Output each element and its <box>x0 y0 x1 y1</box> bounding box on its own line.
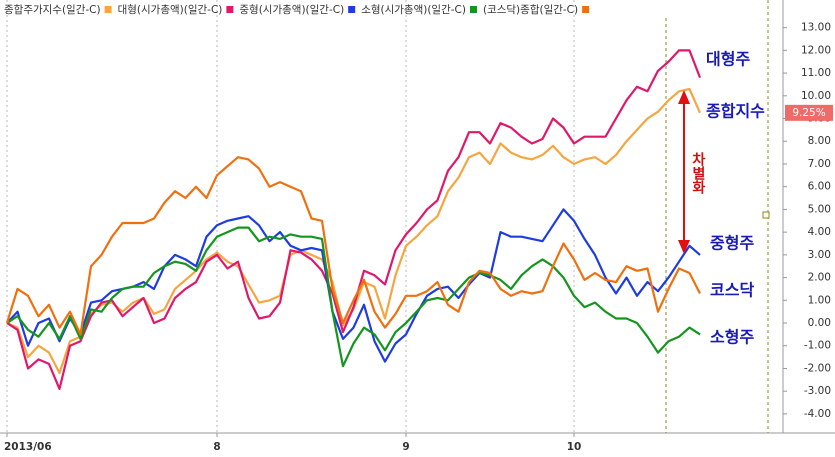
legend-label: 대형(시가총액)(일간-C) <box>118 3 223 16</box>
y-tick-label: -3.00 <box>804 385 831 397</box>
y-tick-label: 7.00 <box>808 158 831 170</box>
y-tick-label: 12.00 <box>801 44 831 56</box>
legend-swatch <box>582 6 590 13</box>
current-value-label: 9.25% <box>792 107 825 119</box>
y-tick-label: 10.00 <box>801 90 831 102</box>
y-tick-label: 2.00 <box>808 272 831 284</box>
lines <box>5 49 702 390</box>
x-tick-label: 10 <box>567 441 582 453</box>
y-tick-label: 11.00 <box>801 67 831 79</box>
legend-label: 중형(시가총액)(일간-C) <box>239 3 344 16</box>
legend-label: 소형(시가총액)(일간-C) <box>361 3 466 16</box>
y-tick-label: 4.00 <box>808 226 831 238</box>
legend-label: 종합주가지수(일간-C) <box>4 3 101 16</box>
x-tick-label: 2013/06 <box>4 441 52 453</box>
y-tick-label: -4.00 <box>804 408 831 420</box>
annotation: 중형주 <box>710 234 754 253</box>
current-value-badge <box>785 104 833 121</box>
annotation: 소형주 <box>710 328 754 347</box>
series-line <box>5 156 701 336</box>
legend-swatch <box>348 6 356 13</box>
annotation: 대형주 <box>706 50 750 69</box>
y-tick-label: 13.00 <box>801 22 831 34</box>
y-tick-label: 0.00 <box>808 317 831 329</box>
annotation: 코스닥 <box>710 281 754 300</box>
y-tick-label: 6.00 <box>808 181 831 193</box>
x-tick-label: 8 <box>213 441 220 453</box>
legend-swatch <box>469 6 477 13</box>
annotation: 종합지수 <box>706 102 765 121</box>
y-tick-label: -1.00 <box>804 340 831 352</box>
y-tick-label: 3.00 <box>808 249 831 261</box>
legend-label: (코스닥)종합(일간-C) <box>483 3 578 16</box>
y-tick-label: 5.00 <box>808 203 831 215</box>
legend-swatch <box>226 6 234 13</box>
series-line <box>6 226 701 368</box>
y-tick-label: -2.00 <box>804 362 831 374</box>
annotation: 차별화 <box>690 152 706 195</box>
y-tick-label: 1.00 <box>808 294 831 306</box>
grid <box>6 0 787 437</box>
series-line <box>6 49 702 390</box>
marker-handle <box>762 211 770 219</box>
legend-swatch <box>104 6 112 13</box>
x-tick-label: 9 <box>402 441 409 453</box>
legend: 종합주가지수(일간-C) 대형(시가총액)(일간-C) 중형(시가총액)(일간-C)… <box>4 3 590 16</box>
y-tick-label: 8.00 <box>808 135 831 147</box>
